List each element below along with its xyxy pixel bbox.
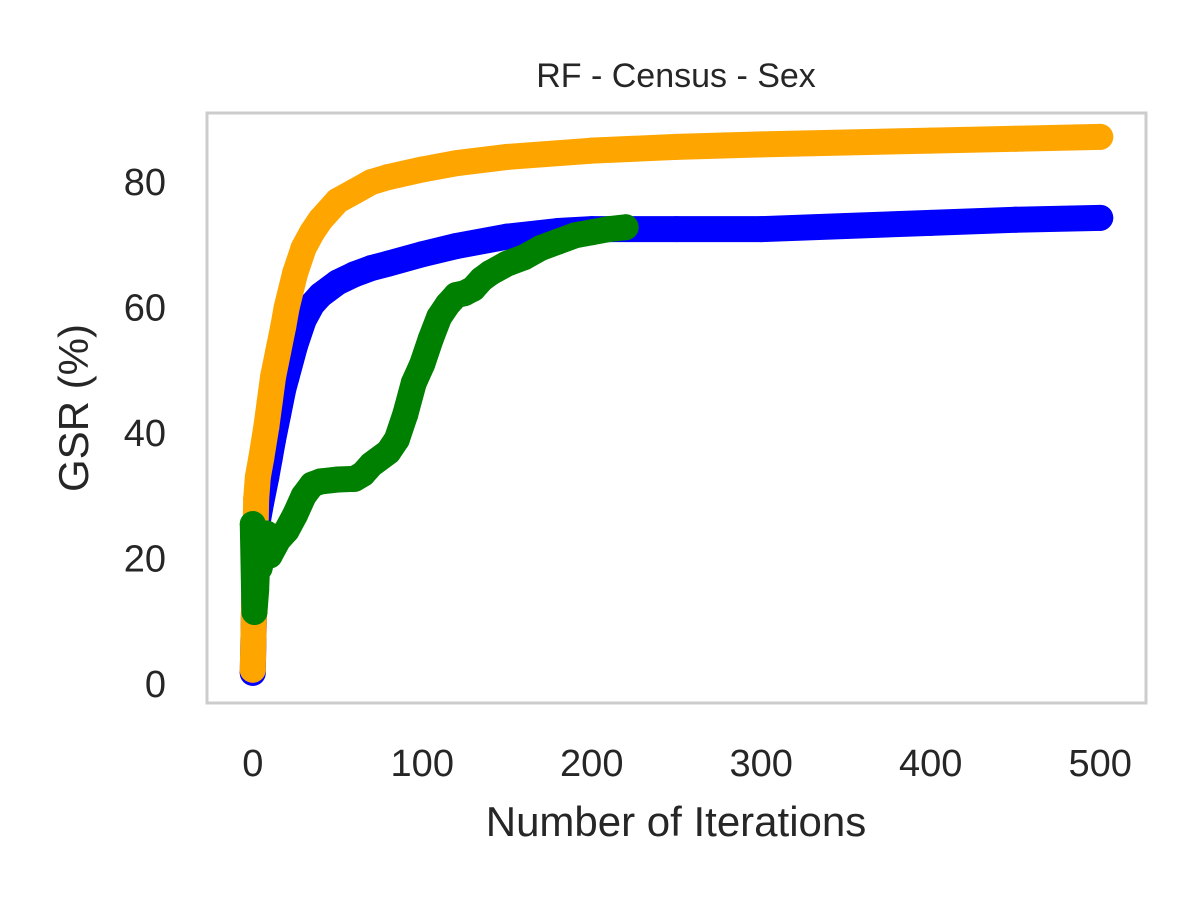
y-tick-label: 60 (124, 288, 166, 330)
data-point (409, 351, 436, 378)
data-point (612, 214, 639, 241)
data-point (260, 363, 287, 390)
data-point (663, 133, 690, 160)
data-point (241, 598, 268, 625)
data-point (1002, 125, 1029, 152)
data-point (443, 150, 470, 177)
data-point (494, 143, 521, 170)
data-point (375, 250, 402, 277)
data-point (663, 216, 690, 243)
x-axis-label: Number of Iterations (486, 798, 867, 845)
series-blue (239, 204, 1114, 686)
x-tick-label: 500 (1069, 743, 1132, 785)
data-point (273, 294, 300, 321)
series-green (239, 214, 639, 625)
data-point (748, 131, 775, 158)
data-point (375, 164, 402, 191)
data-point (409, 156, 436, 183)
x-tick-label: 200 (560, 743, 623, 785)
data-point (256, 388, 283, 415)
data-point (265, 338, 292, 365)
data-point (494, 223, 521, 250)
data-point (307, 206, 334, 233)
y-tick-labels: 0 20 40 60 80 (124, 162, 166, 706)
data-point (443, 233, 470, 260)
data-point (832, 129, 859, 156)
y-tick-label: 20 (124, 539, 166, 581)
x-tick-label: 300 (730, 743, 793, 785)
y-axis-label: GSR (%) (50, 324, 97, 492)
data-point (392, 401, 419, 428)
data-point (1002, 206, 1029, 233)
y-tick-label: 40 (124, 413, 166, 455)
series-line (239, 214, 639, 625)
data-point (1087, 123, 1114, 150)
data-point (243, 486, 270, 513)
data-point (578, 137, 605, 164)
data-point (1087, 204, 1114, 231)
x-tick-labels: 0 100 200 300 400 500 (242, 743, 1132, 785)
x-tick-label: 0 (242, 743, 263, 785)
data-point (832, 212, 859, 239)
data-point (248, 445, 275, 472)
plot-frame (205, 111, 1148, 705)
data-point (243, 577, 270, 604)
x-tick-label: 400 (899, 743, 962, 785)
data-point (409, 241, 436, 268)
data-point (383, 426, 410, 453)
data-point (917, 127, 944, 154)
data-point (748, 216, 775, 243)
x-tick-label: 100 (391, 743, 454, 785)
series-layer (239, 123, 1114, 686)
series-orange (239, 123, 1114, 683)
data-point (282, 260, 309, 287)
y-tick-label: 0 (145, 664, 166, 706)
data-point (239, 656, 266, 683)
data-point (417, 325, 444, 352)
data-point (917, 209, 944, 236)
y-tick-label: 80 (124, 162, 166, 204)
data-point (253, 413, 280, 440)
chart-title: RF - Census - Sex (536, 57, 816, 95)
